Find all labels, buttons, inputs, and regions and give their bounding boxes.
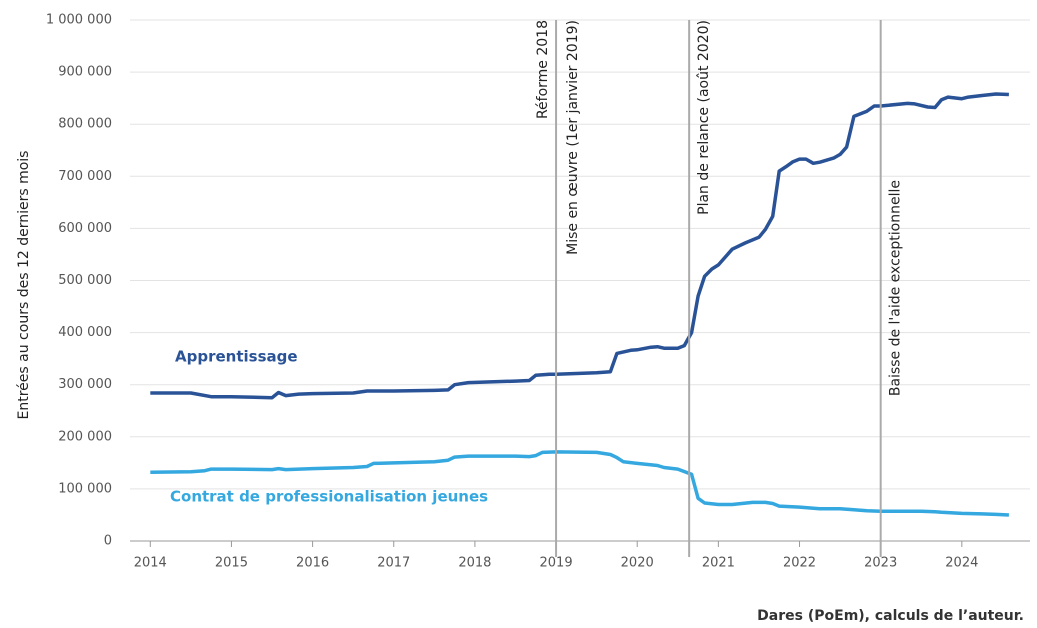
x-tick-label: 2022 [783, 556, 816, 571]
y-tick-label: 200 000 [58, 429, 112, 444]
y-axis-label: Entrées au cours des 12 derniers mois [16, 151, 32, 420]
series-label: Contrat de professionalisation jeunes [170, 488, 488, 506]
annotation-text: Mise en œuvre (1er janvier 2019) [565, 20, 581, 255]
x-tick-label: 2017 [377, 556, 410, 571]
y-tick-label: 400 000 [58, 325, 112, 340]
y-tick-label: 800 000 [58, 117, 112, 132]
y-tick-label: 900 000 [58, 65, 112, 80]
source: Dares (PoEm), calculs de l’auteur. [757, 608, 1024, 624]
y-tick-label: 1 000 000 [46, 13, 112, 28]
x-tick-label: 2020 [621, 556, 654, 571]
x-tick-label: 2016 [296, 556, 329, 571]
y-tick-label: 600 000 [58, 221, 112, 236]
x-tick-label: 2024 [945, 556, 978, 571]
x-tick-label: 2018 [458, 556, 491, 571]
y-tick-label: 700 000 [58, 169, 112, 184]
series-line [150, 450, 1009, 517]
series-line [150, 92, 1009, 400]
x-tick-label: 2021 [702, 556, 735, 571]
series-label: Apprentissage [175, 348, 298, 366]
annotation-text: Baisse de l'aide exceptionnelle [888, 180, 904, 396]
x-tick-label: 2014 [134, 556, 167, 571]
x-tick-label: 2015 [215, 556, 248, 571]
annotation-text: Réforme 2018 [535, 20, 551, 119]
y-tick-label: 500 000 [58, 273, 112, 288]
x-tick-label: 2019 [540, 556, 573, 571]
x-tick-label: 2023 [864, 556, 897, 571]
annotation-text: Plan de relance (août 2020) [696, 20, 712, 215]
y-tick-label: 300 000 [58, 377, 112, 392]
y-tick-label: 100 000 [58, 481, 112, 496]
y-tick-label: 0 [104, 534, 112, 549]
